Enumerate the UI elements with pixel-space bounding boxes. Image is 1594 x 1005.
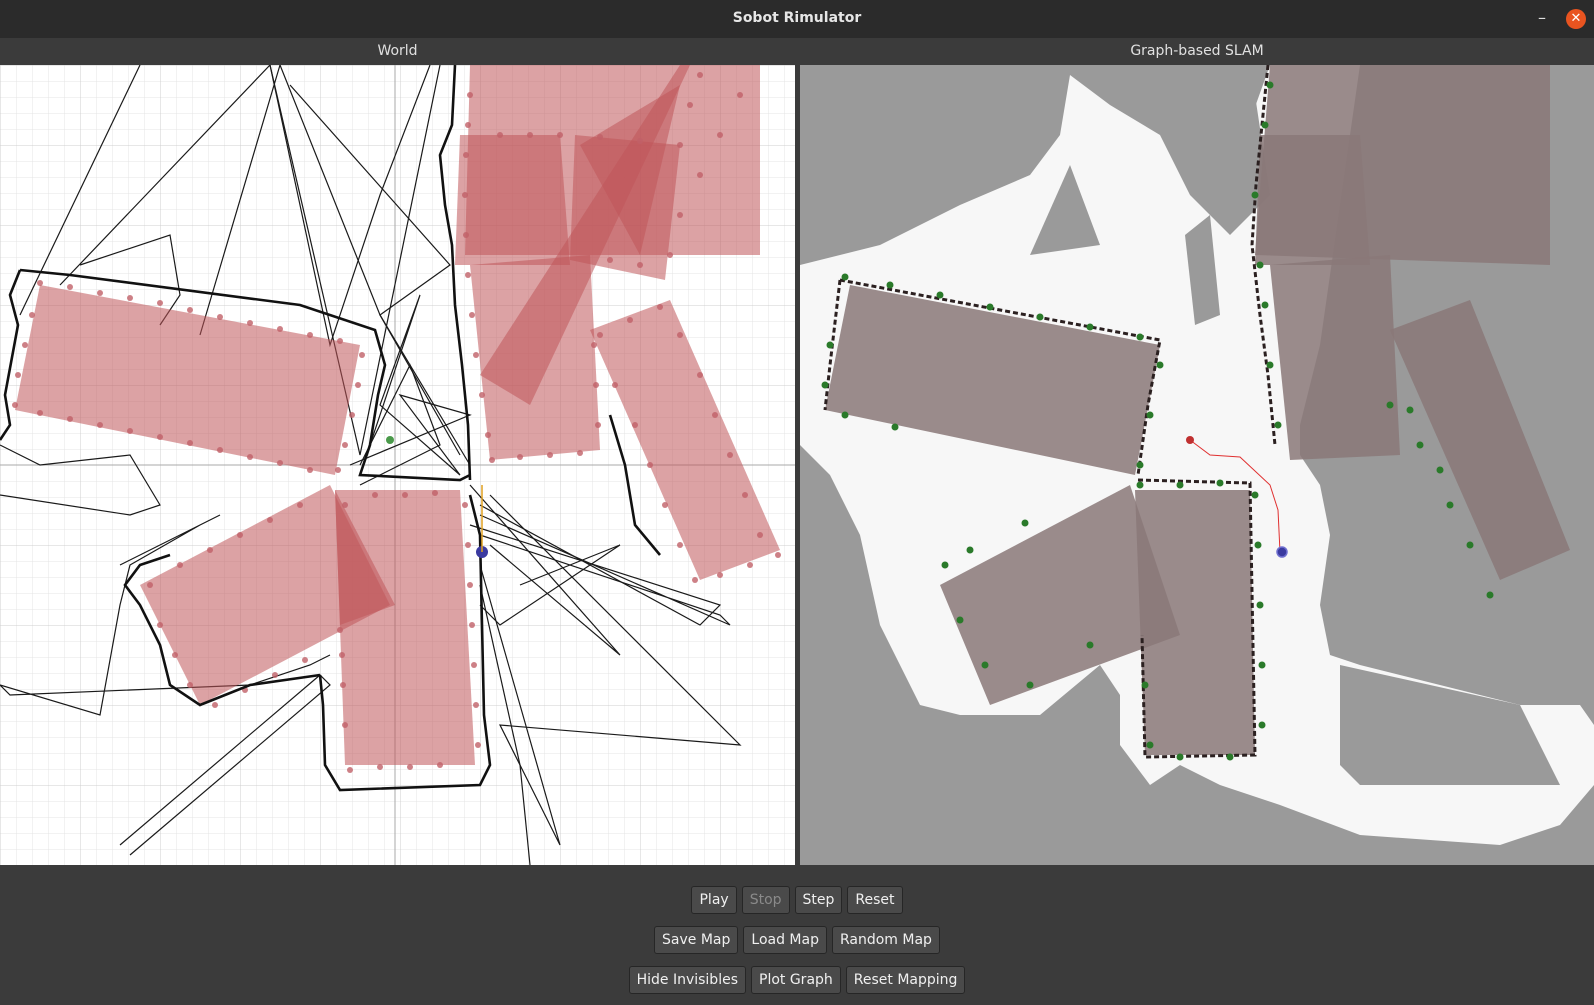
- controls-row-3: Hide Invisibles Plot Graph Reset Mapping: [0, 966, 1594, 994]
- slam-canvas: [800, 65, 1594, 865]
- obstacle: [455, 135, 570, 265]
- minimize-icon[interactable]: –: [1538, 8, 1546, 27]
- sensor-points: [12, 72, 781, 773]
- random-map-button[interactable]: Random Map: [831, 926, 940, 954]
- step-button[interactable]: Step: [794, 886, 843, 914]
- slam-obstacle: [1390, 300, 1570, 580]
- path-start-marker: [1186, 436, 1194, 444]
- control-panel: Play Stop Step Reset Save Map Load Map R…: [0, 866, 1594, 1005]
- load-map-button[interactable]: Load Map: [743, 926, 827, 954]
- slam-pane-title: Graph-based SLAM: [800, 38, 1594, 64]
- play-button[interactable]: Play: [691, 886, 737, 914]
- reset-mapping-button[interactable]: Reset Mapping: [845, 966, 966, 994]
- slam-obstacles: [825, 65, 1570, 755]
- world-view[interactable]: [0, 65, 795, 865]
- slam-unknown-holes: [1030, 65, 1560, 785]
- reset-button[interactable]: Reset: [847, 886, 903, 914]
- obstacle: [140, 485, 390, 705]
- unknown-hole: [1185, 215, 1220, 325]
- slam-view[interactable]: [800, 65, 1594, 865]
- close-icon[interactable]: ✕: [1566, 9, 1586, 29]
- window-title: Sobot Rimulator: [732, 10, 862, 26]
- landmarks: [821, 81, 1494, 761]
- unknown-hole: [1030, 165, 1100, 255]
- slam-obstacle: [825, 285, 1160, 475]
- plot-graph-button[interactable]: Plot Graph: [751, 966, 841, 994]
- slam-robot-marker: [1276, 546, 1288, 558]
- pane-divider: [795, 65, 800, 865]
- trajectory-lines: [0, 65, 742, 865]
- obstacle: [590, 300, 780, 580]
- boundary-traces: [0, 65, 661, 792]
- controls-row-1: Play Stop Step Reset: [0, 886, 1594, 914]
- estimated-path: [1189, 439, 1281, 553]
- unknown-hole: [1340, 665, 1560, 785]
- goal-marker: [386, 436, 394, 444]
- controls-row-2: Save Map Load Map Random Map: [0, 926, 1594, 954]
- slam-obstacle: [1135, 490, 1255, 755]
- title-bar: Sobot Rimulator – ✕: [0, 0, 1594, 38]
- slam-obstacle: [1255, 135, 1370, 265]
- slam-obstacle: [940, 485, 1180, 705]
- unknown-hole: [1215, 65, 1270, 135]
- hide-invisibles-button[interactable]: Hide Invisibles: [628, 966, 746, 994]
- obstacle: [335, 490, 395, 625]
- slam-obstacle: [1270, 255, 1400, 460]
- world-pane-title: World: [0, 38, 795, 64]
- obstacle: [580, 85, 680, 255]
- save-map-button[interactable]: Save Map: [654, 926, 739, 954]
- stop-button[interactable]: Stop: [741, 886, 790, 914]
- world-canvas: [0, 65, 795, 865]
